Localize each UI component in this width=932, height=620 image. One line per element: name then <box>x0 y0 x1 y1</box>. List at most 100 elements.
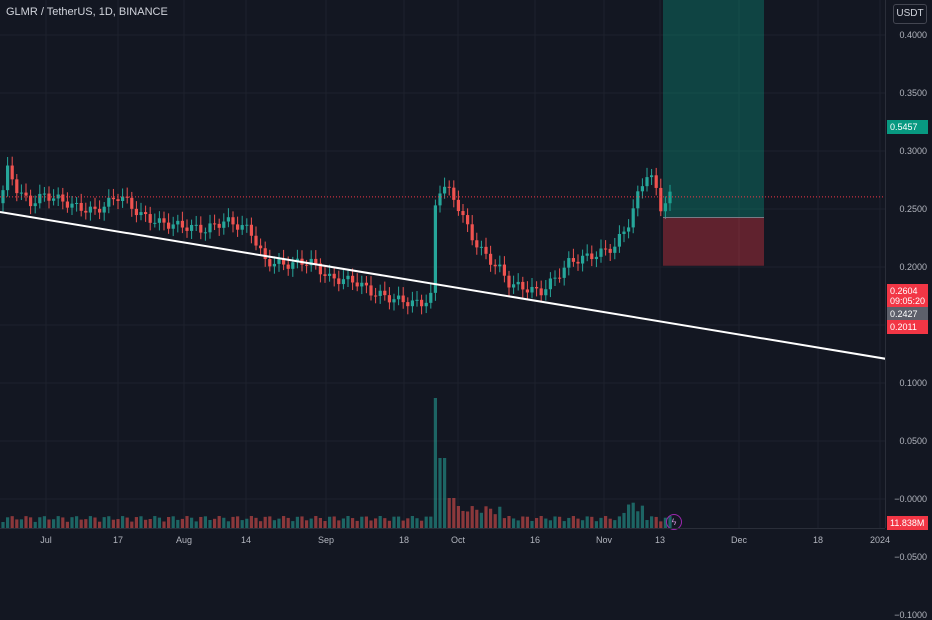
candle-body <box>447 186 451 188</box>
candle-body <box>213 223 217 225</box>
candle-body <box>608 248 612 253</box>
volume-bar <box>185 516 189 528</box>
volume-bar <box>650 516 654 528</box>
volume-bar <box>208 519 212 528</box>
lightning-icon[interactable]: ϟ <box>666 514 682 530</box>
candle-body <box>654 175 658 188</box>
time-tick-label: 18 <box>398 535 410 545</box>
volume-bar <box>130 521 134 528</box>
candle-body <box>236 224 240 230</box>
candle-body <box>217 223 221 228</box>
volume-bar <box>415 518 419 528</box>
volume-bar <box>479 512 483 528</box>
volume-bar <box>466 511 470 528</box>
volume-bar <box>571 516 575 528</box>
volume-bar <box>107 516 111 528</box>
price-tick-label: 0.1000 <box>899 378 927 388</box>
candle-body <box>148 214 152 223</box>
volume-bar <box>594 521 598 528</box>
volume-bar <box>254 517 258 528</box>
price-tick-label: −0.1000 <box>894 610 927 620</box>
volume-bar <box>456 506 460 528</box>
price-tick-label: 0.0500 <box>899 436 927 446</box>
chart-pane[interactable]: GLMR / TetherUS, 1D, BINANCE ϟ <box>0 0 885 530</box>
volume-bar <box>56 516 60 528</box>
volume-bar <box>461 510 465 528</box>
volume-bar <box>199 516 203 528</box>
candle-body <box>351 275 355 283</box>
trend-line <box>0 211 885 360</box>
candle-body <box>594 256 598 260</box>
volume-bar <box>167 517 171 528</box>
candle-body <box>525 289 529 293</box>
candle-body <box>263 248 267 260</box>
candle-body <box>415 299 419 301</box>
candle-body <box>558 277 562 279</box>
price-tick-label: −0.0000 <box>894 494 927 504</box>
price-chart-canvas[interactable] <box>0 0 885 528</box>
candle-body <box>443 186 447 194</box>
volume-bar <box>452 498 456 528</box>
candle-body <box>576 261 580 264</box>
candle-body <box>33 203 37 207</box>
candle-body <box>387 295 391 303</box>
volume-bar <box>346 516 350 528</box>
entry-price-badge: 0.2427 <box>887 307 928 321</box>
volume-bar <box>654 516 658 528</box>
volume-bar <box>447 498 451 528</box>
volume-bar <box>498 506 502 528</box>
candle-body <box>268 259 272 267</box>
volume-bar <box>378 516 382 528</box>
volume-bar <box>295 516 299 528</box>
candle-body <box>535 286 539 289</box>
candle-body <box>604 248 608 250</box>
candle-body <box>622 231 626 234</box>
volume-bar <box>309 518 313 528</box>
time-scale[interactable]: Jul 17 Aug 14 Sep 18 Oct 16 Nov 13 Dec 18 2024 <box>0 528 890 551</box>
time-tick-label: 18 <box>812 535 824 545</box>
volume-bar <box>613 520 617 528</box>
volume-bar <box>75 516 79 528</box>
candle-body <box>631 208 635 228</box>
volume-bar <box>29 517 33 528</box>
volume-bar <box>608 518 612 528</box>
candle-body <box>406 302 410 307</box>
candle-body <box>199 224 203 233</box>
symbol-label[interactable]: GLMR / TetherUS, 1D, BINANCE <box>6 6 168 18</box>
time-tick-label: 14 <box>240 535 252 545</box>
volume-bar <box>420 520 424 528</box>
candle-body <box>581 255 585 264</box>
candle-body <box>571 258 575 262</box>
candle-body <box>277 259 281 264</box>
candle-body <box>79 202 83 211</box>
volume-bar <box>576 518 580 528</box>
currency-button[interactable]: USDT <box>893 4 927 24</box>
volume-bar <box>144 519 148 528</box>
volume-bar <box>84 519 88 528</box>
candle-body <box>107 197 111 207</box>
volume-bar <box>52 519 56 528</box>
volume-bar <box>530 520 534 528</box>
candle-body <box>42 193 46 195</box>
candle-body <box>84 210 88 213</box>
price-tick-label: 0.4000 <box>899 30 927 40</box>
volume-bar <box>355 520 359 528</box>
candle-body <box>599 248 603 257</box>
volume-bar <box>24 516 28 528</box>
price-tick-label: 0.3000 <box>899 146 927 156</box>
volume-bar <box>236 516 240 528</box>
volume-bar <box>332 516 336 528</box>
volume-bar <box>245 518 249 528</box>
volume-bar <box>374 518 378 528</box>
candle-body <box>282 259 286 265</box>
volume-bar <box>438 458 442 528</box>
candle-body <box>663 203 667 212</box>
volume-bar <box>190 517 194 528</box>
volume-bar <box>134 517 138 528</box>
price-tick-label: 0.3500 <box>899 88 927 98</box>
candle-body <box>461 211 465 216</box>
candle-body <box>93 206 97 209</box>
price-scale[interactable]: 0.70000.65000.60000.55000.50000.45000.40… <box>885 0 932 620</box>
volume-bar <box>93 517 97 528</box>
candle-body <box>185 227 189 231</box>
